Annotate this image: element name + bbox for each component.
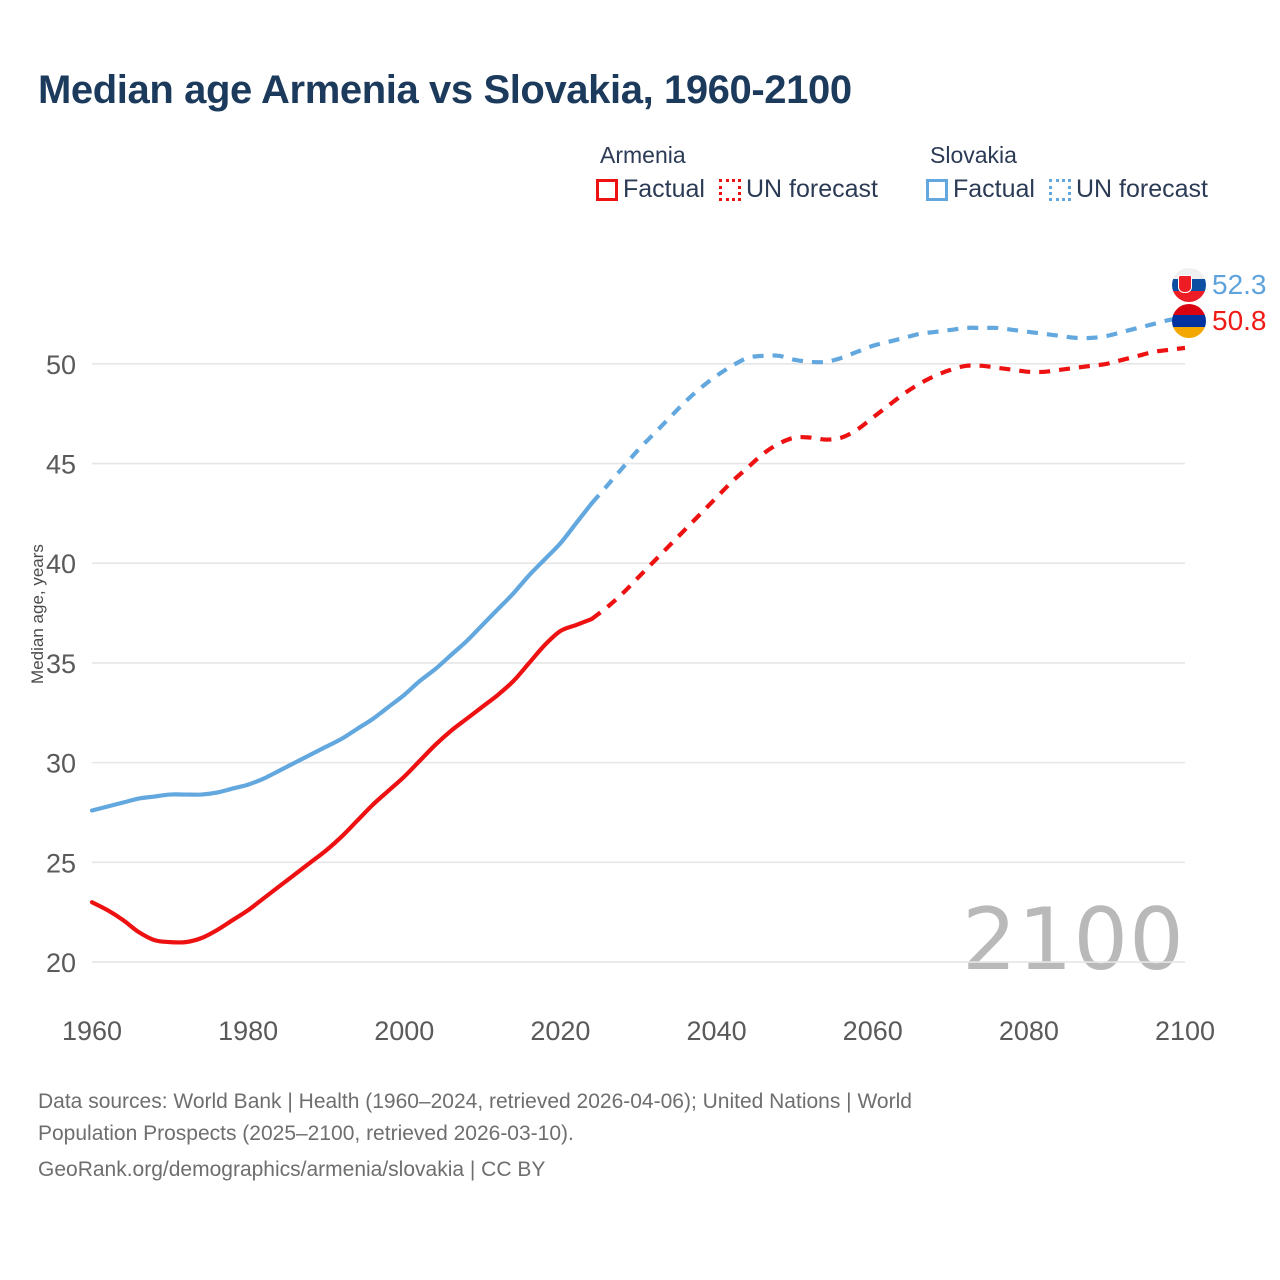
end-value-slovakia: 52.3 <box>1212 269 1267 300</box>
footer-line-3: GeoRank.org/demographics/armenia/slovaki… <box>38 1157 546 1181</box>
x-axis-tick-label: 2000 <box>374 1016 434 1046</box>
legend-item-armenia-forecast[interactable]: UN forecast <box>718 175 878 204</box>
legend-label-slovakia-forecast: UN forecast <box>1075 175 1208 203</box>
x-axis-tick-label: 2020 <box>530 1016 590 1046</box>
y-axis-tick-label: 45 <box>46 450 76 480</box>
x-axis-tick-label: 2060 <box>843 1016 903 1046</box>
chart-legend: Armenia Factual UN forecast Slovakia <box>596 142 1256 204</box>
y-axis-tick-label: 50 <box>46 350 76 380</box>
legend-country-armenia: Armenia <box>600 142 686 168</box>
year-watermark: 2100 <box>962 890 1185 990</box>
y-axis-tick-label: 25 <box>46 848 76 878</box>
series-line-forecast-armenia <box>590 345 1186 621</box>
footer-sources: Data sources: World Bank | Health (1960–… <box>38 1086 1238 1186</box>
slovakia-flag-icon <box>1172 268 1206 302</box>
series-line-factual-armenia <box>89 616 594 945</box>
x-axis-tick-label: 2080 <box>999 1016 1059 1046</box>
x-axis-tick-label: 2040 <box>687 1016 747 1046</box>
armenia-flag-icon <box>1172 304 1206 338</box>
footer-line-1: Data sources: World Bank | Health (1960–… <box>38 1090 912 1113</box>
legend-swatch-dotted-icon <box>1048 178 1071 201</box>
legend-country-slovakia: Slovakia <box>930 142 1017 168</box>
footer-line-2: Population Prospects (2025–2100, retriev… <box>38 1121 574 1145</box>
legend-swatch-solid-icon <box>596 178 618 201</box>
legend-swatch-solid-icon <box>926 178 948 201</box>
legend-item-armenia-factual[interactable]: Factual <box>596 175 705 204</box>
page-title: Median age Armenia vs Slovakia, 1960-210… <box>38 68 852 112</box>
y-axis-title: Median age, years <box>28 544 47 684</box>
series-line-factual-slovakia <box>89 501 594 813</box>
legend-label-slovakia-factual: Factual <box>953 175 1035 203</box>
legend-group-slovakia: Slovakia Factual UN forecast <box>926 142 1256 204</box>
x-axis-tick-label: 1980 <box>218 1016 278 1046</box>
y-axis-tick-label: 40 <box>46 549 76 579</box>
legend-item-slovakia-forecast[interactable]: UN forecast <box>1048 175 1208 204</box>
end-value-armenia: 50.8 <box>1212 305 1267 336</box>
legend-label-armenia-forecast: UN forecast <box>745 175 878 203</box>
end-label-slovakia: 52.3 <box>1172 268 1267 302</box>
legend-swatch-dotted-icon <box>718 178 741 201</box>
end-label-armenia: 50.8 <box>1172 304 1267 338</box>
x-axis-tick-label: 1960 <box>62 1016 122 1046</box>
y-axis-tick-label: 35 <box>46 649 76 679</box>
legend-item-slovakia-factual[interactable]: Factual <box>926 175 1035 204</box>
legend-label-armenia-factual: Factual <box>623 175 705 203</box>
y-axis-tick-label: 20 <box>46 948 76 978</box>
x-axis-tick-label: 2100 <box>1155 1016 1215 1046</box>
legend-group-armenia: Armenia Factual UN forecast <box>596 142 926 204</box>
y-axis-tick-label: 30 <box>46 749 76 779</box>
series-line-forecast-slovakia <box>590 315 1186 505</box>
